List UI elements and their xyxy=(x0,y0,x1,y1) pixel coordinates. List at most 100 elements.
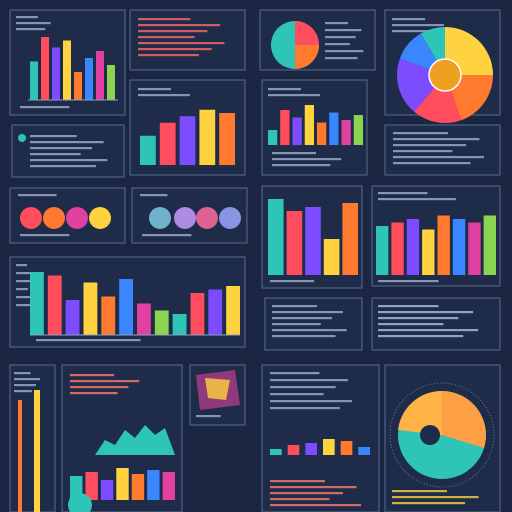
text-placeholder xyxy=(393,156,484,159)
text-placeholder xyxy=(325,57,358,60)
text-placeholder xyxy=(325,29,362,32)
radial-slice xyxy=(442,391,486,448)
decor-bar xyxy=(100,480,114,500)
decor-circle xyxy=(66,207,88,229)
decor-circle xyxy=(174,207,196,229)
text-placeholder xyxy=(30,141,104,144)
decor-bar xyxy=(85,58,93,100)
text-placeholder xyxy=(196,415,221,418)
decor-bar xyxy=(323,439,335,455)
decor-bar xyxy=(137,303,151,335)
decor-bar xyxy=(140,135,156,165)
text-placeholder xyxy=(270,407,340,410)
text-placeholder xyxy=(325,22,349,25)
text-placeholder xyxy=(378,317,459,320)
decor-bar xyxy=(287,445,300,455)
text-placeholder xyxy=(30,165,96,168)
text-placeholder xyxy=(378,329,479,332)
decor-bar xyxy=(47,275,62,335)
text-placeholder xyxy=(16,22,51,25)
decor-bar xyxy=(422,229,435,275)
text-placeholder xyxy=(393,138,480,141)
text-placeholder xyxy=(393,162,471,165)
decor-bar xyxy=(329,112,339,145)
text-placeholder xyxy=(272,323,321,326)
text-placeholder xyxy=(392,502,465,505)
text-placeholder xyxy=(378,323,444,326)
decor-bar xyxy=(34,390,40,512)
decor-circle xyxy=(149,207,171,229)
decor-bar xyxy=(107,65,115,100)
decor-bar xyxy=(147,470,160,500)
text-placeholder xyxy=(142,234,192,237)
text-placeholder xyxy=(270,400,352,403)
decor-bar xyxy=(179,116,196,165)
decor-circle xyxy=(20,207,42,229)
text-placeholder xyxy=(138,42,225,45)
pie-slice xyxy=(295,21,319,45)
text-placeholder xyxy=(70,380,140,383)
text-placeholder xyxy=(392,490,447,493)
decor-circle xyxy=(89,207,111,229)
decor-bar xyxy=(101,296,116,335)
text-placeholder xyxy=(138,54,199,57)
text-placeholder xyxy=(270,372,320,375)
decor-bar xyxy=(119,279,133,335)
text-placeholder xyxy=(16,296,35,299)
decor-bar xyxy=(162,472,175,500)
text-placeholder xyxy=(325,43,350,46)
decor-bar xyxy=(468,222,481,275)
text-placeholder xyxy=(378,311,474,314)
text-placeholder xyxy=(378,335,464,338)
decor-bar xyxy=(41,37,49,100)
text-placeholder xyxy=(16,16,38,19)
decor-bar xyxy=(208,289,223,335)
text-placeholder xyxy=(30,159,108,162)
text-placeholder xyxy=(378,192,428,195)
decor-bar xyxy=(340,441,353,455)
decor-bar xyxy=(292,117,302,145)
text-placeholder xyxy=(392,18,425,21)
decor-bar xyxy=(219,113,235,165)
text-placeholder xyxy=(14,372,31,375)
text-placeholder xyxy=(138,48,212,51)
decor-circle xyxy=(68,493,92,512)
decor-circle xyxy=(219,207,241,229)
decor-bar xyxy=(391,222,404,275)
decor-bar xyxy=(317,122,327,145)
pie-slice xyxy=(295,45,319,69)
text-placeholder xyxy=(270,393,324,396)
text-placeholder xyxy=(393,150,453,153)
text-placeholder xyxy=(30,135,77,138)
decor-bar xyxy=(190,293,205,335)
decor-bar xyxy=(437,215,450,275)
text-placeholder xyxy=(378,280,439,283)
decor-bar xyxy=(159,122,176,165)
decor-bar xyxy=(358,447,370,455)
text-placeholder xyxy=(138,18,191,21)
decor-circle xyxy=(196,207,218,229)
text-placeholder xyxy=(14,390,32,393)
radial-center xyxy=(420,425,440,445)
decor-bar xyxy=(85,472,98,500)
text-placeholder xyxy=(272,335,336,338)
text-placeholder xyxy=(393,144,466,147)
decor-bar xyxy=(483,215,496,275)
text-placeholder xyxy=(270,498,330,501)
text-placeholder xyxy=(20,234,70,237)
text-placeholder xyxy=(270,486,357,489)
decor-bar xyxy=(280,110,290,145)
decor-bar xyxy=(116,468,129,500)
area xyxy=(95,425,175,455)
text-placeholder xyxy=(378,198,456,201)
text-placeholder xyxy=(138,94,190,97)
decor-bar xyxy=(376,226,389,275)
radial-slice xyxy=(398,390,442,435)
text-placeholder xyxy=(268,88,301,91)
text-placeholder xyxy=(140,194,168,197)
decor-bar xyxy=(154,310,169,335)
text-placeholder xyxy=(392,496,479,499)
text-placeholder xyxy=(138,30,208,33)
text-placeholder xyxy=(272,305,318,308)
